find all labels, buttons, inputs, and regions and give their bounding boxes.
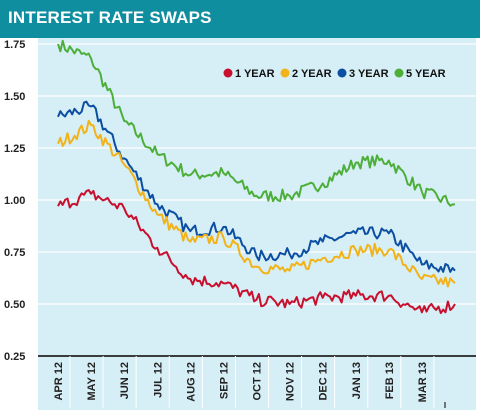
legend-label: 5 YEAR: [406, 68, 446, 80]
y-tick-label: 1.00: [4, 195, 25, 207]
x-tick-label: JUN 12: [119, 362, 131, 399]
y-tick-label: 0.25: [4, 351, 25, 363]
legend-label: 3 YEAR: [349, 68, 389, 80]
y-tick-label: 1.75: [4, 39, 25, 51]
x-tick-label: JAN 13: [351, 362, 363, 399]
series-line-5-year: [57, 39, 456, 207]
legend-marker: [337, 68, 347, 78]
legend: 1 YEAR 2 YEAR 3 YEAR 5 YEAR: [223, 68, 446, 80]
x-tick-label: DEC 12: [318, 362, 330, 401]
series-line-3-year: [57, 100, 456, 273]
legend-marker: [223, 68, 233, 78]
legend-marker: [280, 68, 290, 78]
x-tick-label: MAY 12: [86, 362, 98, 401]
plot-background: [38, 38, 476, 410]
x-tick-label: SEP 12: [218, 362, 230, 399]
series-line-1-year: [57, 189, 456, 315]
swap-rate-chart: 1.75 1.50 1.25 1.00 0.75 0.50 0.25 APR 12 MAY 1…: [4, 38, 476, 410]
x-tick-label: MAR 13: [417, 362, 429, 402]
y-tick-labels: 1.75 1.50 1.25 1.00 0.75 0.50 0.25: [4, 39, 25, 363]
legend-marker: [394, 68, 404, 78]
title-bar: INTEREST RATE SWAPS: [0, 0, 480, 38]
series-lines: [57, 39, 456, 315]
y-tick-label: 0.50: [4, 299, 25, 311]
legend-label: 2 YEAR: [292, 68, 332, 80]
y-tick-label: 0.75: [4, 247, 25, 259]
x-tick-label: OCT 12: [252, 362, 264, 401]
x-tick-label: APR 12: [53, 362, 65, 401]
x-tick-labels: APR 12 MAY 12 JUN 12 JUL 12 AUG 12 SEP 12 OCT …: [38, 355, 476, 408]
y-tick-label: 1.50: [4, 91, 25, 103]
plot-panel: [38, 38, 476, 410]
x-tick-label: NOV 12: [285, 362, 297, 401]
series-line-2-year: [57, 119, 456, 288]
x-tick-label: AUG 12: [185, 362, 197, 402]
y-tick-label: 1.25: [4, 143, 25, 155]
x-tick-label: JUL 12: [152, 362, 164, 398]
chart-title: INTEREST RATE SWAPS: [8, 8, 212, 27]
x-tick-label: FEB 13: [384, 362, 396, 399]
legend-label: 1 YEAR: [235, 68, 275, 80]
